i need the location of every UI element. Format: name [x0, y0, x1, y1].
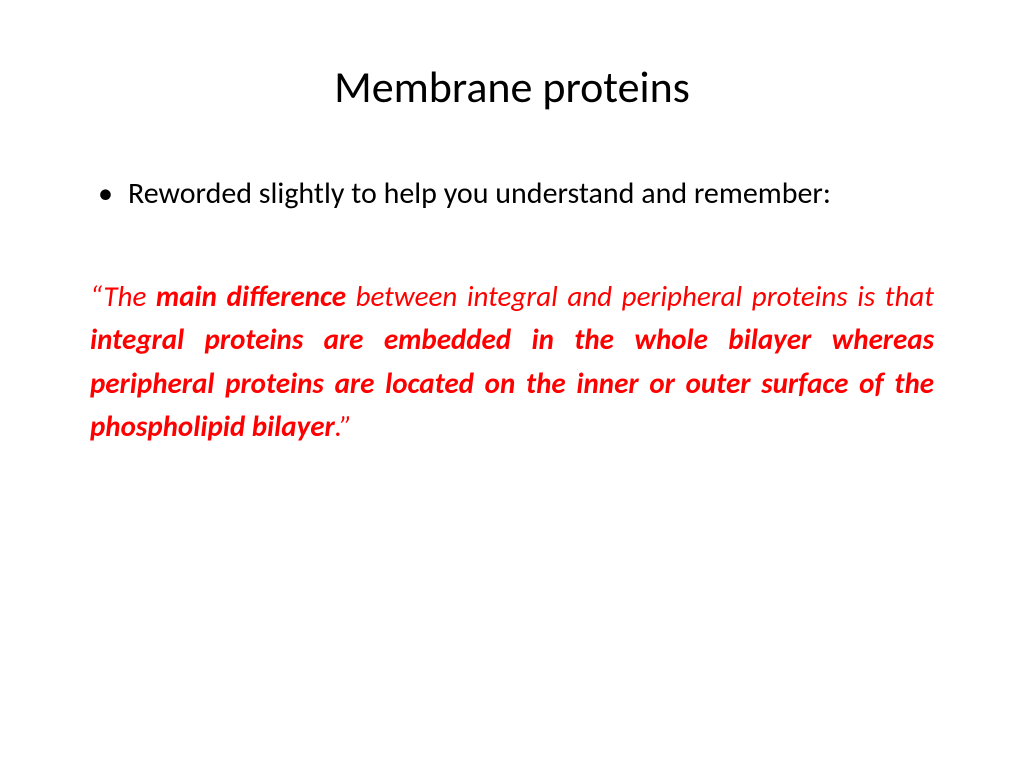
quote-open: “The	[90, 278, 156, 314]
quote-mid-1: between integral and peripheral proteins…	[346, 278, 934, 314]
quote-bold-2: integral proteins are embedded in the wh…	[90, 321, 934, 444]
quote-paragraph: “The main difference between integral an…	[90, 275, 934, 449]
quote-bold-1: main difference	[156, 278, 346, 314]
slide-title: Membrane proteins	[90, 60, 934, 114]
slide-container: Membrane proteins Reworded slightly to h…	[0, 0, 1024, 768]
bullet-item: Reworded slightly to help you understand…	[90, 174, 934, 215]
bullet-text: Reworded slightly to help you understand…	[128, 175, 831, 212]
quote-close: .”	[335, 408, 352, 444]
